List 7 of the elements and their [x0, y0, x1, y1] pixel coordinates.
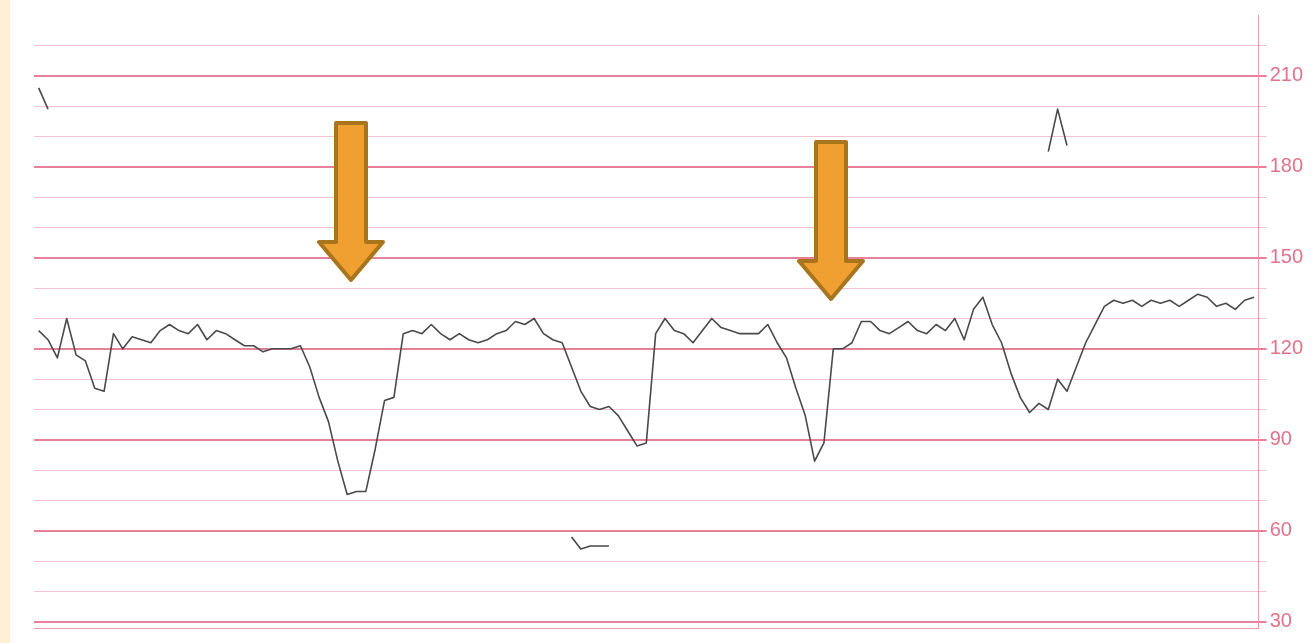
y-tick-label: 30 — [1269, 609, 1292, 632]
y-tick-label: 60 — [1269, 518, 1292, 541]
y-tick-label: 90 — [1269, 427, 1292, 450]
y-tick-label: 180 — [1269, 154, 1304, 177]
y-tick-label: 120 — [1269, 336, 1304, 359]
y-tick-label: 150 — [1269, 245, 1304, 268]
y-tick-label: 210 — [1269, 63, 1304, 86]
